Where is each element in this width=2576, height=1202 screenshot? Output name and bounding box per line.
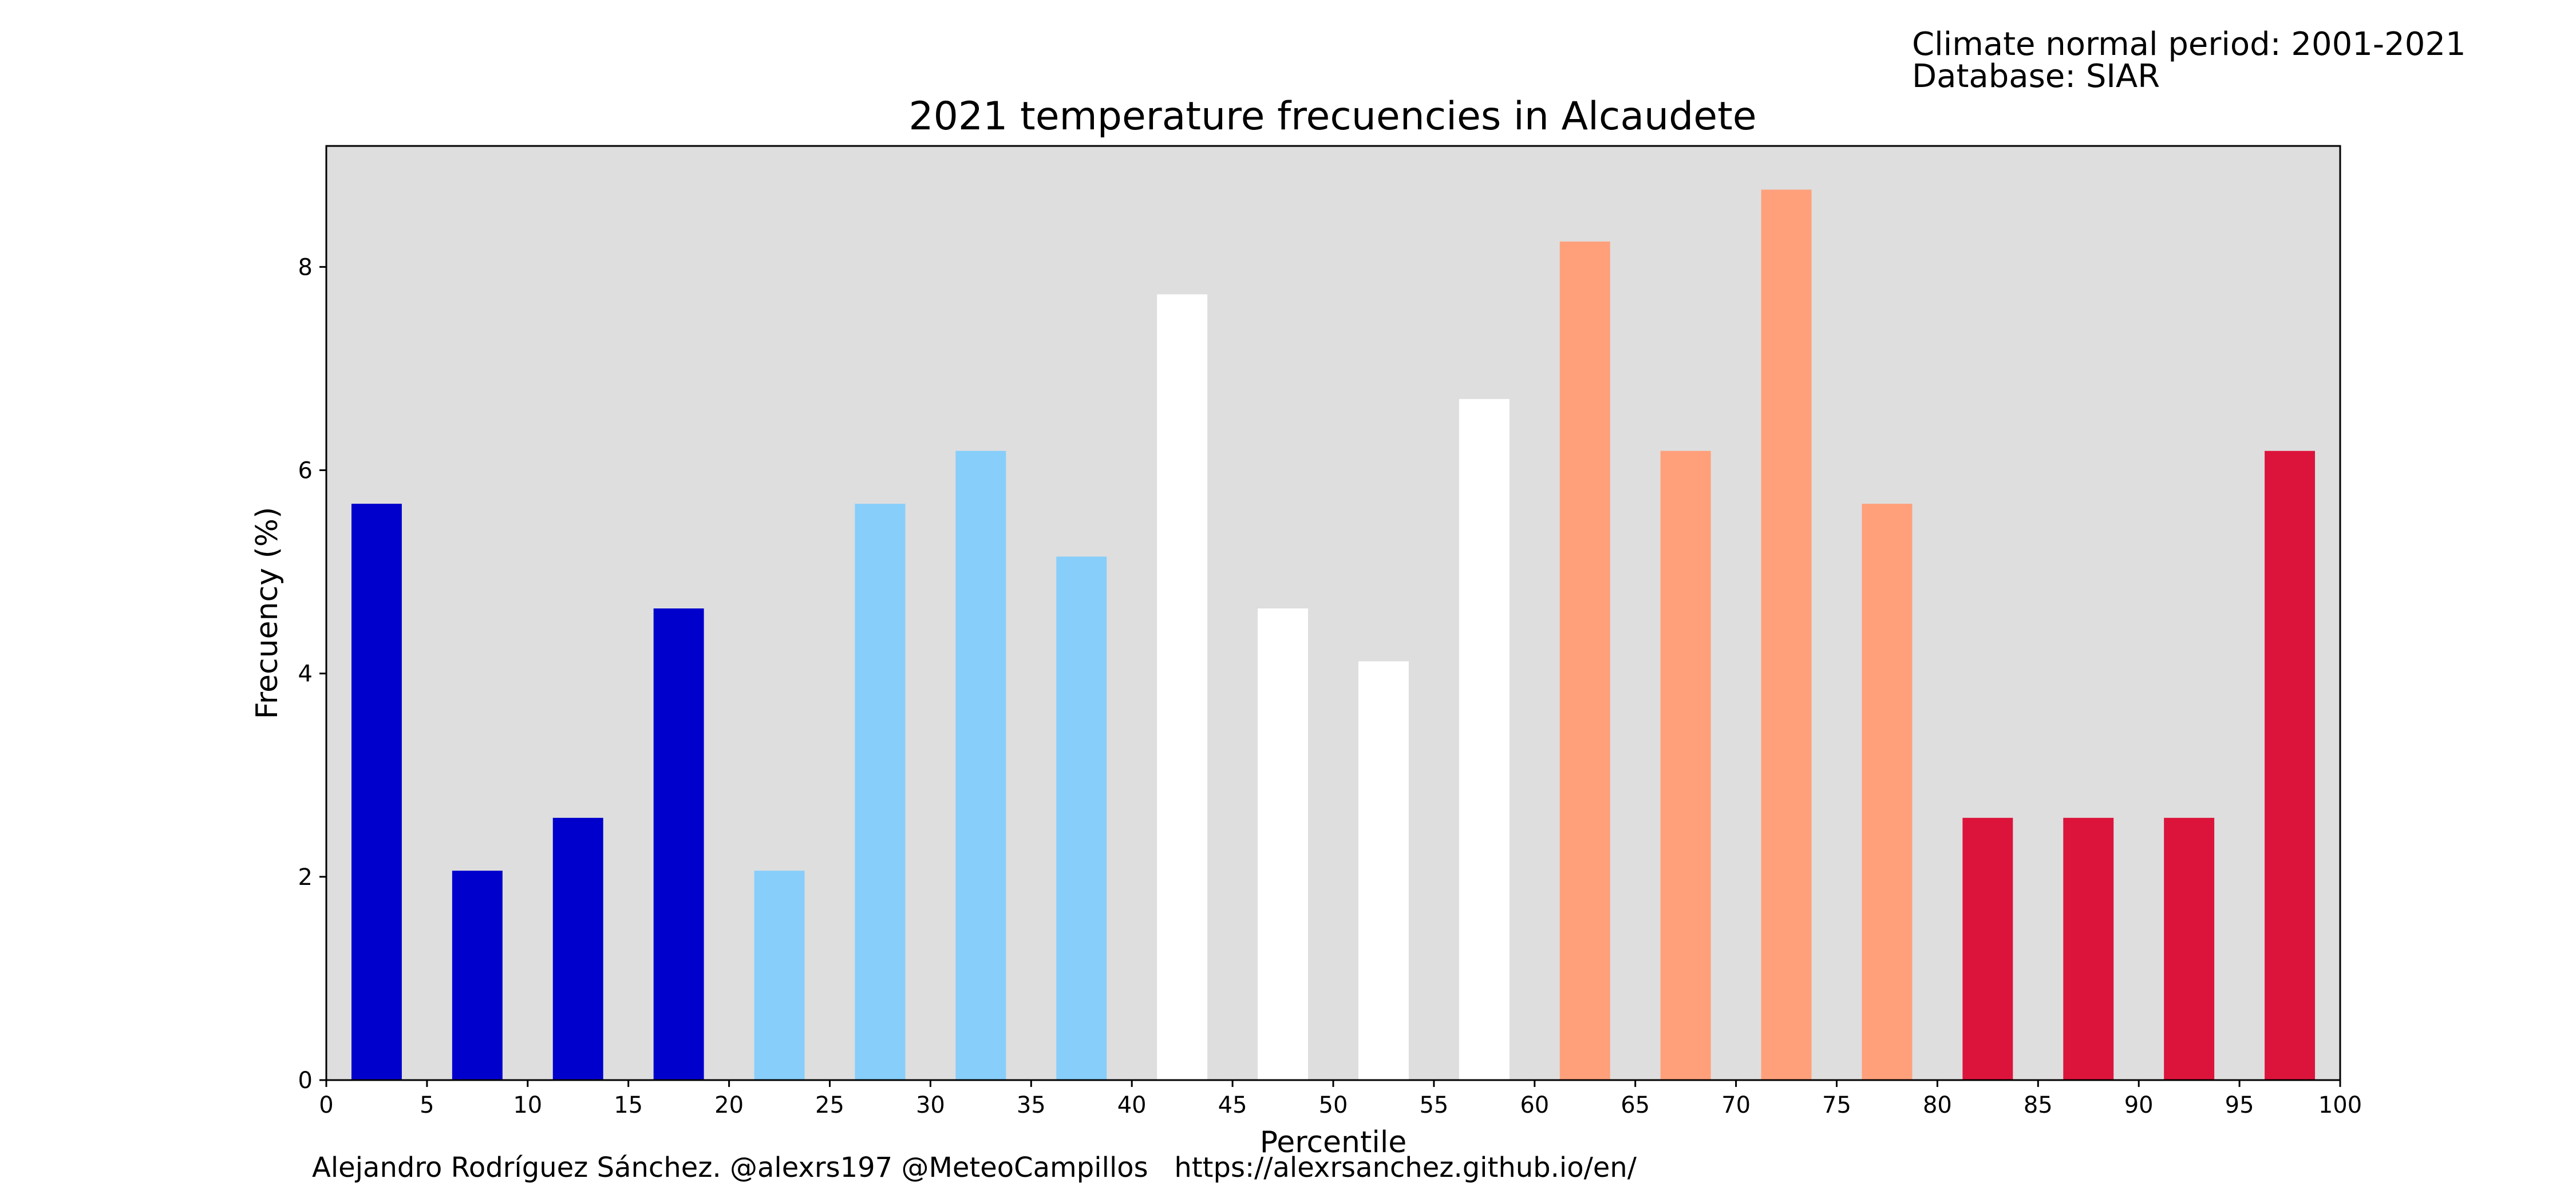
database-note: Database: SIAR <box>1912 58 2160 95</box>
y-tick-label: 6 <box>298 457 313 484</box>
bar-percentile-2.5 <box>351 504 402 1080</box>
x-tick-label: 10 <box>513 1092 542 1118</box>
bar-percentile-42.5 <box>1157 294 1208 1080</box>
bar-percentile-57.5 <box>1459 399 1510 1080</box>
y-axis-ticks: 0 2 4 6 8 <box>298 254 326 1094</box>
y-axis-label: Frecuency (%) <box>250 507 285 719</box>
x-tick-label: 15 <box>614 1092 643 1118</box>
x-tick-label: 70 <box>1721 1092 1751 1118</box>
climate-period-note: Climate normal period: 2001-2021 <box>1912 26 2466 63</box>
plot-area <box>326 146 2340 1080</box>
bar-percentile-92.5 <box>2164 817 2215 1080</box>
x-tick-label: 25 <box>815 1092 844 1118</box>
y-tick-label: 2 <box>298 864 313 891</box>
x-tick-label: 90 <box>2124 1092 2154 1118</box>
chart-title: 2021 temperature frecuencies in Alcaudet… <box>908 94 1756 139</box>
x-tick-label: 75 <box>1822 1092 1851 1118</box>
bar-percentile-32.5 <box>955 450 1006 1081</box>
bar-percentile-12.5 <box>552 817 603 1080</box>
bar-percentile-77.5 <box>1862 504 1913 1080</box>
bar-percentile-27.5 <box>855 504 906 1080</box>
bars-layer <box>351 189 2316 1081</box>
y-tick-label: 0 <box>298 1067 313 1094</box>
x-tick-label: 30 <box>916 1092 945 1118</box>
y-tick-label: 8 <box>298 254 313 280</box>
x-tick-label: 85 <box>2024 1092 2053 1118</box>
bar-percentile-72.5 <box>1761 189 1812 1080</box>
x-axis-label: Percentile <box>1260 1125 1407 1160</box>
x-tick-label: 80 <box>1923 1092 1952 1118</box>
bar-percentile-52.5 <box>1358 661 1409 1080</box>
x-tick-label: 5 <box>420 1092 434 1118</box>
bar-percentile-62.5 <box>1559 241 1610 1081</box>
x-tick-label: 45 <box>1218 1092 1247 1118</box>
x-axis-ticks: 0 5 10 15 20 25 30 35 40 45 50 55 60 65 70 75 80 85 90 95 10… <box>319 1080 2362 1118</box>
x-tick-label: 20 <box>714 1092 744 1118</box>
author-credit: Alejandro Rodríguez Sánchez. @alexrs197 … <box>312 1152 1637 1184</box>
x-tick-label: 95 <box>2225 1092 2254 1118</box>
x-tick-label: 35 <box>1017 1092 1046 1118</box>
x-tick-label: 60 <box>1520 1092 1549 1118</box>
bar-percentile-47.5 <box>1258 608 1309 1080</box>
bar-percentile-22.5 <box>754 871 805 1080</box>
bar-percentile-87.5 <box>2063 817 2114 1080</box>
bar-percentile-37.5 <box>1056 556 1107 1080</box>
bar-percentile-7.5 <box>452 871 503 1080</box>
x-tick-label: 50 <box>1319 1092 1348 1118</box>
bar-percentile-97.5 <box>2265 450 2316 1081</box>
bar-percentile-67.5 <box>1660 450 1711 1081</box>
x-tick-label: 100 <box>2318 1092 2362 1118</box>
bar-percentile-17.5 <box>653 608 704 1080</box>
x-tick-label: 65 <box>1621 1092 1650 1118</box>
x-tick-label: 0 <box>319 1092 333 1118</box>
x-tick-label: 55 <box>1419 1092 1448 1118</box>
y-tick-label: 4 <box>298 661 313 687</box>
x-tick-label: 40 <box>1117 1092 1147 1118</box>
bar-percentile-82.5 <box>1962 817 2013 1080</box>
